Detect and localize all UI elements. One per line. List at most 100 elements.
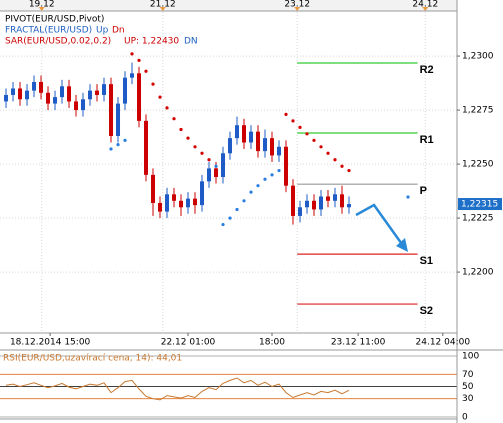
candle-body (130, 73, 135, 78)
candle-body (325, 196, 330, 201)
candle-body (346, 204, 351, 208)
y-tick-label: 1,2200 (462, 268, 494, 278)
sar-dot (305, 132, 309, 136)
sar-dot (291, 119, 295, 123)
sar-dot (277, 168, 281, 173)
sar-dot (200, 151, 204, 155)
legend-fractal: FRACTAL(EUR/USD) (5, 26, 92, 36)
candle-body (242, 125, 247, 143)
sar-dot (228, 216, 232, 220)
candle-body (249, 131, 254, 143)
candle-body (339, 194, 344, 208)
candle-body (144, 120, 149, 175)
sar-dot (165, 106, 169, 110)
candle-body (172, 194, 177, 201)
sar-dot (256, 184, 260, 188)
legend-fractal-up: Up (96, 26, 109, 36)
forecast-arrow-head (396, 238, 408, 252)
sar-dot (347, 168, 351, 173)
legend-sar-up: UP: 1,22430 (124, 37, 179, 47)
pivot-label: P (420, 185, 427, 197)
sar-dot (326, 151, 330, 155)
candle-body (116, 103, 121, 136)
x-tick-label: 18:00 (259, 338, 285, 348)
candle-body (53, 97, 58, 104)
sar-dot (221, 222, 225, 227)
candle-body (11, 88, 16, 95)
candle-body (332, 194, 337, 201)
top-time-strip (0, 0, 457, 11)
candle-body (67, 86, 72, 102)
x-tick-top (422, 7, 429, 11)
candle-body (291, 185, 296, 216)
sar-dot (109, 147, 113, 151)
pivot-label: S2 (420, 305, 433, 317)
candle-body (165, 194, 170, 212)
sar-dot (312, 138, 316, 142)
candle-body (18, 88, 23, 100)
candle-body (81, 99, 86, 111)
x-tick-top-label: 19.12 (29, 0, 55, 10)
sar-dot (242, 199, 246, 203)
sar-dot (319, 145, 323, 149)
candle-body (158, 202, 163, 212)
sar-dot (284, 112, 288, 116)
rsi-tick-label: 70 (462, 370, 474, 380)
candle-body (32, 81, 37, 91)
rsi-line (5, 377, 350, 401)
candle-body (179, 200, 184, 208)
candle-body (39, 81, 44, 93)
candle-body (137, 73, 142, 121)
x-tick-label: 22.12 01:00 (161, 338, 216, 348)
y-tick-label: 1,2275 (462, 106, 494, 116)
candle-body (186, 198, 191, 208)
y-tick-label: 1,2250 (462, 160, 494, 170)
x-tick-top-label: 24.12 (412, 0, 438, 10)
sar-dot (333, 158, 337, 162)
candle-body (221, 153, 226, 178)
sar-dot (123, 138, 127, 142)
candle-body (207, 168, 212, 182)
candle-body (102, 84, 107, 95)
candle-body (298, 207, 303, 216)
candle-body (193, 198, 198, 206)
x-tick-top (38, 7, 45, 11)
candle-body (304, 200, 309, 208)
sar-dot (207, 158, 211, 162)
marks-layer (4, 52, 418, 401)
y-tick-label: 1,2300 (462, 52, 494, 62)
sar-dot (144, 69, 148, 73)
x-tick-label: 23.12 11:00 (331, 338, 386, 348)
sar-dot (249, 190, 253, 194)
rsi-tick-label: 30 (462, 394, 474, 404)
pivot-label: R1 (420, 134, 434, 146)
x-tick-top (159, 7, 166, 11)
y-tick-label: 1,2225 (462, 214, 494, 224)
sar-dot (270, 173, 274, 177)
forecast-arrow (355, 203, 406, 248)
candle-body (109, 84, 114, 136)
candle-body (60, 86, 65, 98)
candle-body (214, 168, 219, 178)
sar-dot (179, 127, 183, 132)
sar-dot (116, 143, 120, 147)
x-tick-label: 18.12.2014 15:00 (10, 338, 91, 348)
sar-dot (263, 177, 267, 181)
rsi-title: RSI(EUR/USD,uzavírací cena, 14): 44,01 (3, 354, 182, 364)
rsi-tick-label: 0 (462, 413, 468, 423)
candle-body (88, 90, 93, 100)
sar-dot (235, 207, 239, 212)
x-tick-top-label: 21.12 (150, 0, 176, 10)
candle-body (228, 138, 233, 154)
candle-body (277, 146, 282, 156)
x-tick-top (294, 7, 301, 11)
sar-dot (214, 164, 218, 168)
last-price-label: 1,22315 (461, 200, 498, 210)
x-tick-label: 24.12 04:00 (416, 338, 471, 348)
last-price-box (458, 198, 502, 211)
sar-dot (193, 145, 197, 149)
legend-sar-dn: DN (184, 37, 198, 47)
